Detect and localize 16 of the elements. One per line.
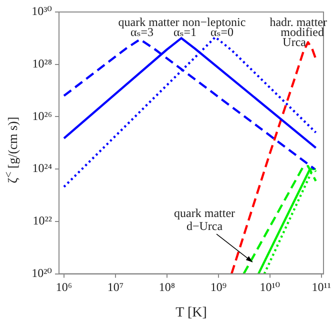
x-tick-label: 10⁷ [107, 280, 124, 294]
x-tick-label: 10⁹ [210, 280, 227, 294]
x-tick-label: 10¹⁰ [260, 280, 280, 294]
y-tick-label: 10²⁰ [32, 266, 52, 280]
y-tick-label: 10²² [32, 214, 52, 228]
annotation: αₛ=3 [130, 25, 154, 40]
y-tick-label: 10²⁶ [32, 108, 52, 123]
annotation: αₛ=1 [173, 25, 197, 40]
annotation: quark matter d−Urca [174, 206, 236, 234]
x-tick-label: 10⁶ [56, 280, 72, 294]
y-tick-label: 10³⁰ [32, 4, 52, 18]
x-tick-label: 10¹¹ [312, 280, 332, 294]
y-tick-label: 10²⁸ [32, 56, 52, 71]
x-tick-label: 10⁸ [158, 280, 176, 294]
y-tick-label: 10²⁴ [32, 161, 52, 176]
x-axis-title: T [K] [176, 305, 207, 320]
